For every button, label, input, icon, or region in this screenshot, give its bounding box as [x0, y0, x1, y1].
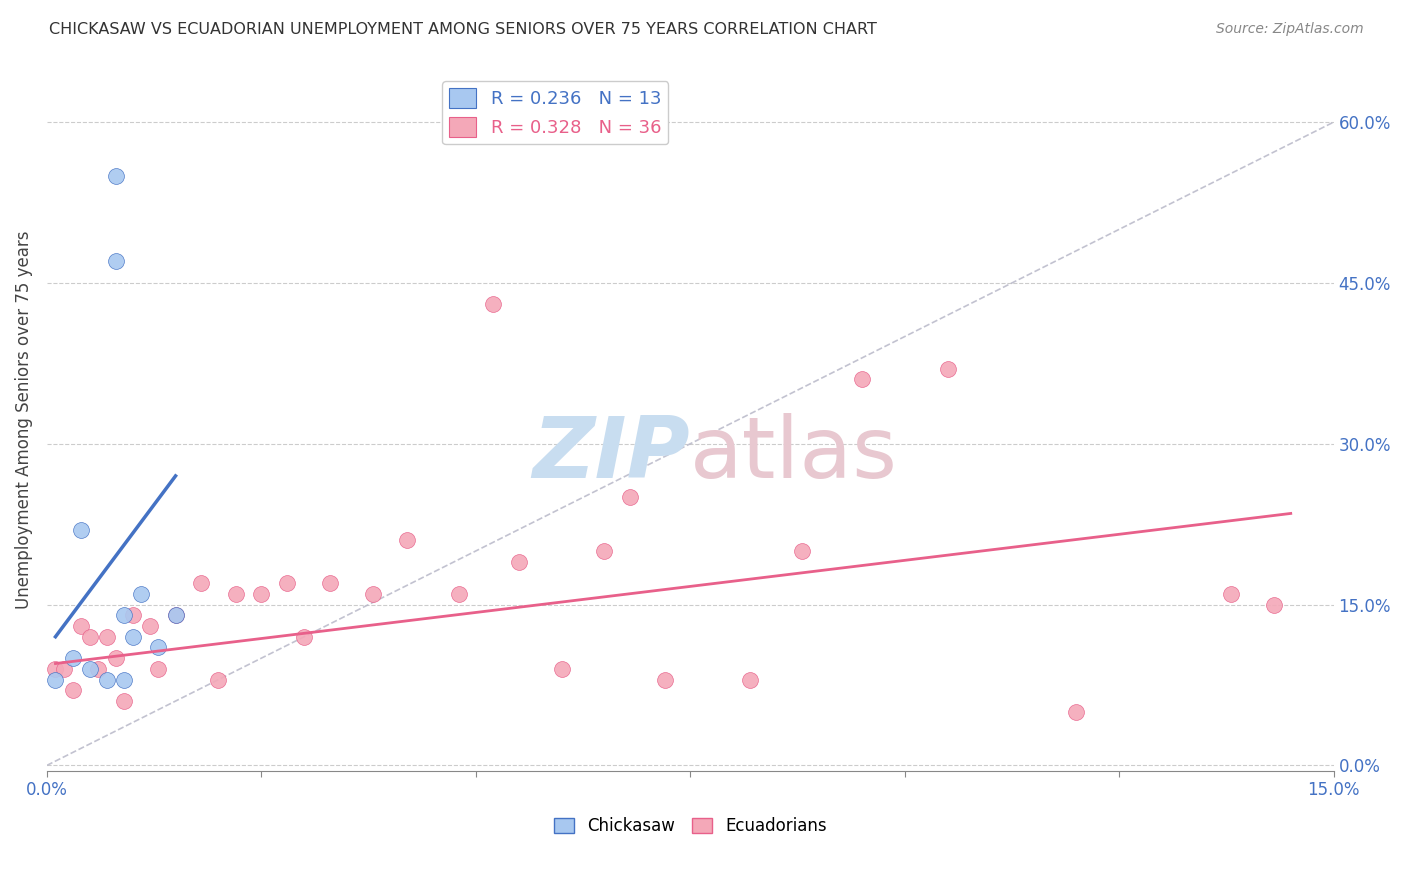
Point — [851, 372, 873, 386]
Point — [148, 662, 170, 676]
Point — [165, 608, 187, 623]
Point — [165, 608, 187, 623]
Point — [96, 673, 118, 687]
Point — [112, 694, 135, 708]
Point — [550, 662, 572, 676]
Point — [104, 169, 127, 183]
Point — [79, 662, 101, 676]
Point — [112, 673, 135, 687]
Point — [62, 683, 84, 698]
Y-axis label: Unemployment Among Seniors over 75 years: Unemployment Among Seniors over 75 years — [15, 230, 32, 609]
Point — [112, 608, 135, 623]
Point — [225, 587, 247, 601]
Point — [790, 544, 813, 558]
Text: Source: ZipAtlas.com: Source: ZipAtlas.com — [1216, 22, 1364, 37]
Point — [207, 673, 229, 687]
Text: CHICKASAW VS ECUADORIAN UNEMPLOYMENT AMONG SENIORS OVER 75 YEARS CORRELATION CHA: CHICKASAW VS ECUADORIAN UNEMPLOYMENT AMO… — [49, 22, 877, 37]
Point — [87, 662, 110, 676]
Point — [79, 630, 101, 644]
Point — [319, 576, 342, 591]
Point — [121, 630, 143, 644]
Point — [936, 361, 959, 376]
Point — [276, 576, 298, 591]
Point — [292, 630, 315, 644]
Point — [593, 544, 616, 558]
Point — [1263, 598, 1285, 612]
Point — [1219, 587, 1241, 601]
Text: ZIP: ZIP — [533, 413, 690, 496]
Point — [250, 587, 273, 601]
Point — [139, 619, 162, 633]
Point — [44, 662, 66, 676]
Point — [361, 587, 384, 601]
Point — [44, 673, 66, 687]
Point — [148, 640, 170, 655]
Point — [70, 619, 93, 633]
Point — [62, 651, 84, 665]
Point — [1064, 705, 1087, 719]
Point — [96, 630, 118, 644]
Point — [396, 533, 419, 548]
Point — [53, 662, 76, 676]
Point — [619, 491, 641, 505]
Point — [104, 254, 127, 268]
Text: atlas: atlas — [690, 413, 898, 496]
Point — [740, 673, 762, 687]
Point — [121, 608, 143, 623]
Point — [654, 673, 676, 687]
Point — [508, 555, 530, 569]
Point — [104, 651, 127, 665]
Legend: Chickasaw, Ecuadorians: Chickasaw, Ecuadorians — [547, 811, 834, 842]
Point — [190, 576, 212, 591]
Point — [482, 297, 505, 311]
Point — [70, 523, 93, 537]
Point — [129, 587, 152, 601]
Point — [447, 587, 470, 601]
